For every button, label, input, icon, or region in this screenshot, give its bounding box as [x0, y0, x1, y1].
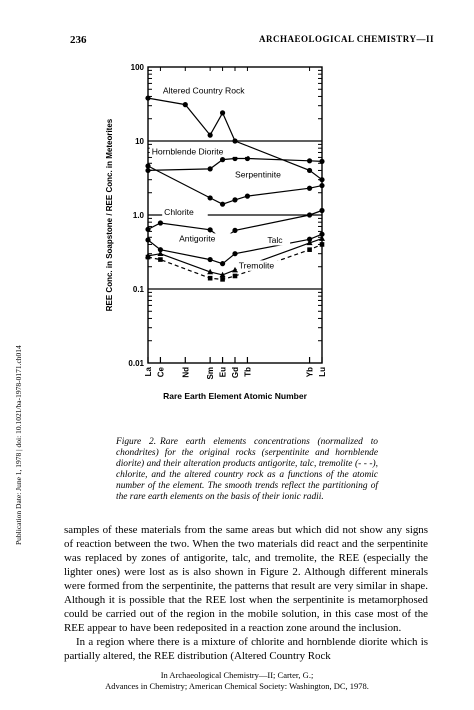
data-point: [207, 227, 213, 233]
y-tick-label: 0.01: [128, 359, 144, 368]
data-point: [157, 250, 164, 256]
data-point: [319, 182, 325, 189]
data-point: [306, 167, 313, 174]
data-point: [307, 247, 312, 252]
series-label: Antigorite: [179, 233, 216, 243]
page-footer: In Archaeological Chemistry—II; Carter, …: [0, 670, 474, 691]
data-point: [207, 268, 214, 275]
data-point: [158, 257, 163, 262]
data-point: [319, 158, 325, 165]
data-point: [232, 138, 238, 144]
data-point: [232, 273, 238, 279]
data-point: [219, 157, 226, 163]
data-point: [145, 163, 151, 169]
data-point: [145, 237, 151, 243]
data-point: [232, 227, 238, 233]
running-title: ARCHAEOLOGICAL CHEMISTRY—II: [259, 34, 434, 44]
data-point: [145, 95, 151, 101]
x-tick-label: Yb: [306, 367, 315, 377]
chart-ticks: 0.01 0.1 1.0 10 100 La Ce Nd Sm Eu Gd Tb Yb Lu: [128, 63, 327, 379]
data-point: [306, 239, 313, 246]
data-point: [157, 247, 164, 253]
data-point: [306, 236, 313, 242]
series-label-bg: [177, 233, 234, 244]
x-tick-label: Ce: [156, 366, 165, 377]
body-paragraph: In a region where there is a mixture of …: [64, 636, 428, 662]
series-label-bg: [236, 260, 288, 271]
chart-series: [145, 95, 325, 282]
chart-labels: Rare Earth Element Atomic Number REE Conc…: [105, 85, 308, 401]
data-point: [145, 254, 151, 260]
data-point: [319, 242, 325, 247]
data-point: [306, 185, 313, 191]
ree-chart: 0.01 0.1 1.0 10 100 La Ce Nd Sm Eu Gd Tb Yb Lu Rare E…: [105, 63, 327, 401]
data-point: [306, 158, 313, 164]
series-label-bg: [233, 169, 300, 181]
series-label-bg: [149, 146, 248, 157]
footer-line: In Archaeological Chemistry—II; Carter, …: [160, 670, 314, 680]
data-point: [319, 207, 325, 214]
data-point: [207, 195, 213, 201]
data-point: [319, 177, 325, 183]
data-point: [207, 275, 213, 281]
x-tick-label: Sm: [206, 367, 215, 379]
x-tick-label: Tb: [243, 367, 252, 377]
series-label: Chlorite: [164, 207, 194, 217]
y-axis-title: REE Conc. in Soapstone / REE Conc. in Me…: [105, 118, 114, 311]
data-point: [182, 102, 188, 108]
data-point: [232, 251, 238, 257]
data-point: [232, 155, 238, 162]
x-tick-label: Eu: [219, 367, 228, 377]
series-label-bg: [160, 85, 269, 96]
y-tick-label: 10: [135, 137, 144, 146]
page-number: 236: [70, 34, 87, 46]
body-paragraph: samples of these materials from the same…: [64, 524, 428, 634]
y-tick-label: 1.0: [133, 211, 145, 220]
data-point: [319, 231, 325, 237]
series-label-bg: [265, 234, 291, 246]
data-point: [207, 132, 213, 138]
publication-side-note: Publication Date: June 1, 1978 | doi: 10…: [14, 345, 23, 545]
data-point: [244, 193, 251, 199]
series-label: Serpentinite: [235, 170, 281, 180]
data-point: [232, 266, 238, 273]
series-label: Tremolite: [239, 260, 275, 270]
figure-caption: Figure 2. Rare earth elements concentrati…: [116, 437, 378, 503]
x-tick-label: Gd: [231, 367, 240, 378]
data-point: [145, 226, 151, 232]
x-axis-title: Rare Earth Element Atomic Number: [163, 391, 307, 401]
data-point: [219, 261, 226, 267]
x-tick-label: La: [144, 366, 153, 376]
data-point: [319, 235, 325, 241]
data-point: [145, 167, 151, 174]
y-tick-label: 0.1: [133, 285, 145, 294]
series-label: Hornblende Diorite: [152, 146, 224, 156]
body-text: samples of these materials from the same…: [64, 523, 428, 663]
page-header: 236 ARCHAEOLOGICAL CHEMISTRY—II: [70, 34, 434, 48]
data-point: [232, 197, 238, 203]
data-point: [219, 201, 226, 207]
series-label: Talc: [267, 235, 283, 245]
data-point: [207, 256, 213, 263]
series-label: Altered Country Rock: [163, 85, 245, 95]
data-point: [157, 220, 164, 226]
data-point: [207, 166, 213, 172]
data-point: [244, 155, 251, 162]
x-tick-label: Nd: [181, 367, 190, 378]
figure-caption-text: Rare earth elements concentrations (norm…: [116, 437, 378, 502]
data-point: [219, 110, 226, 116]
figure-label: Figure 2.: [116, 437, 157, 447]
data-point: [306, 212, 313, 218]
series-label-bg: [162, 207, 208, 218]
data-point: [219, 271, 226, 278]
y-tick-label: 100: [131, 63, 145, 72]
x-tick-label: Lu: [318, 367, 327, 377]
footer-line: Advances in Chemistry; American Chemical…: [105, 680, 369, 691]
data-point: [220, 277, 225, 282]
